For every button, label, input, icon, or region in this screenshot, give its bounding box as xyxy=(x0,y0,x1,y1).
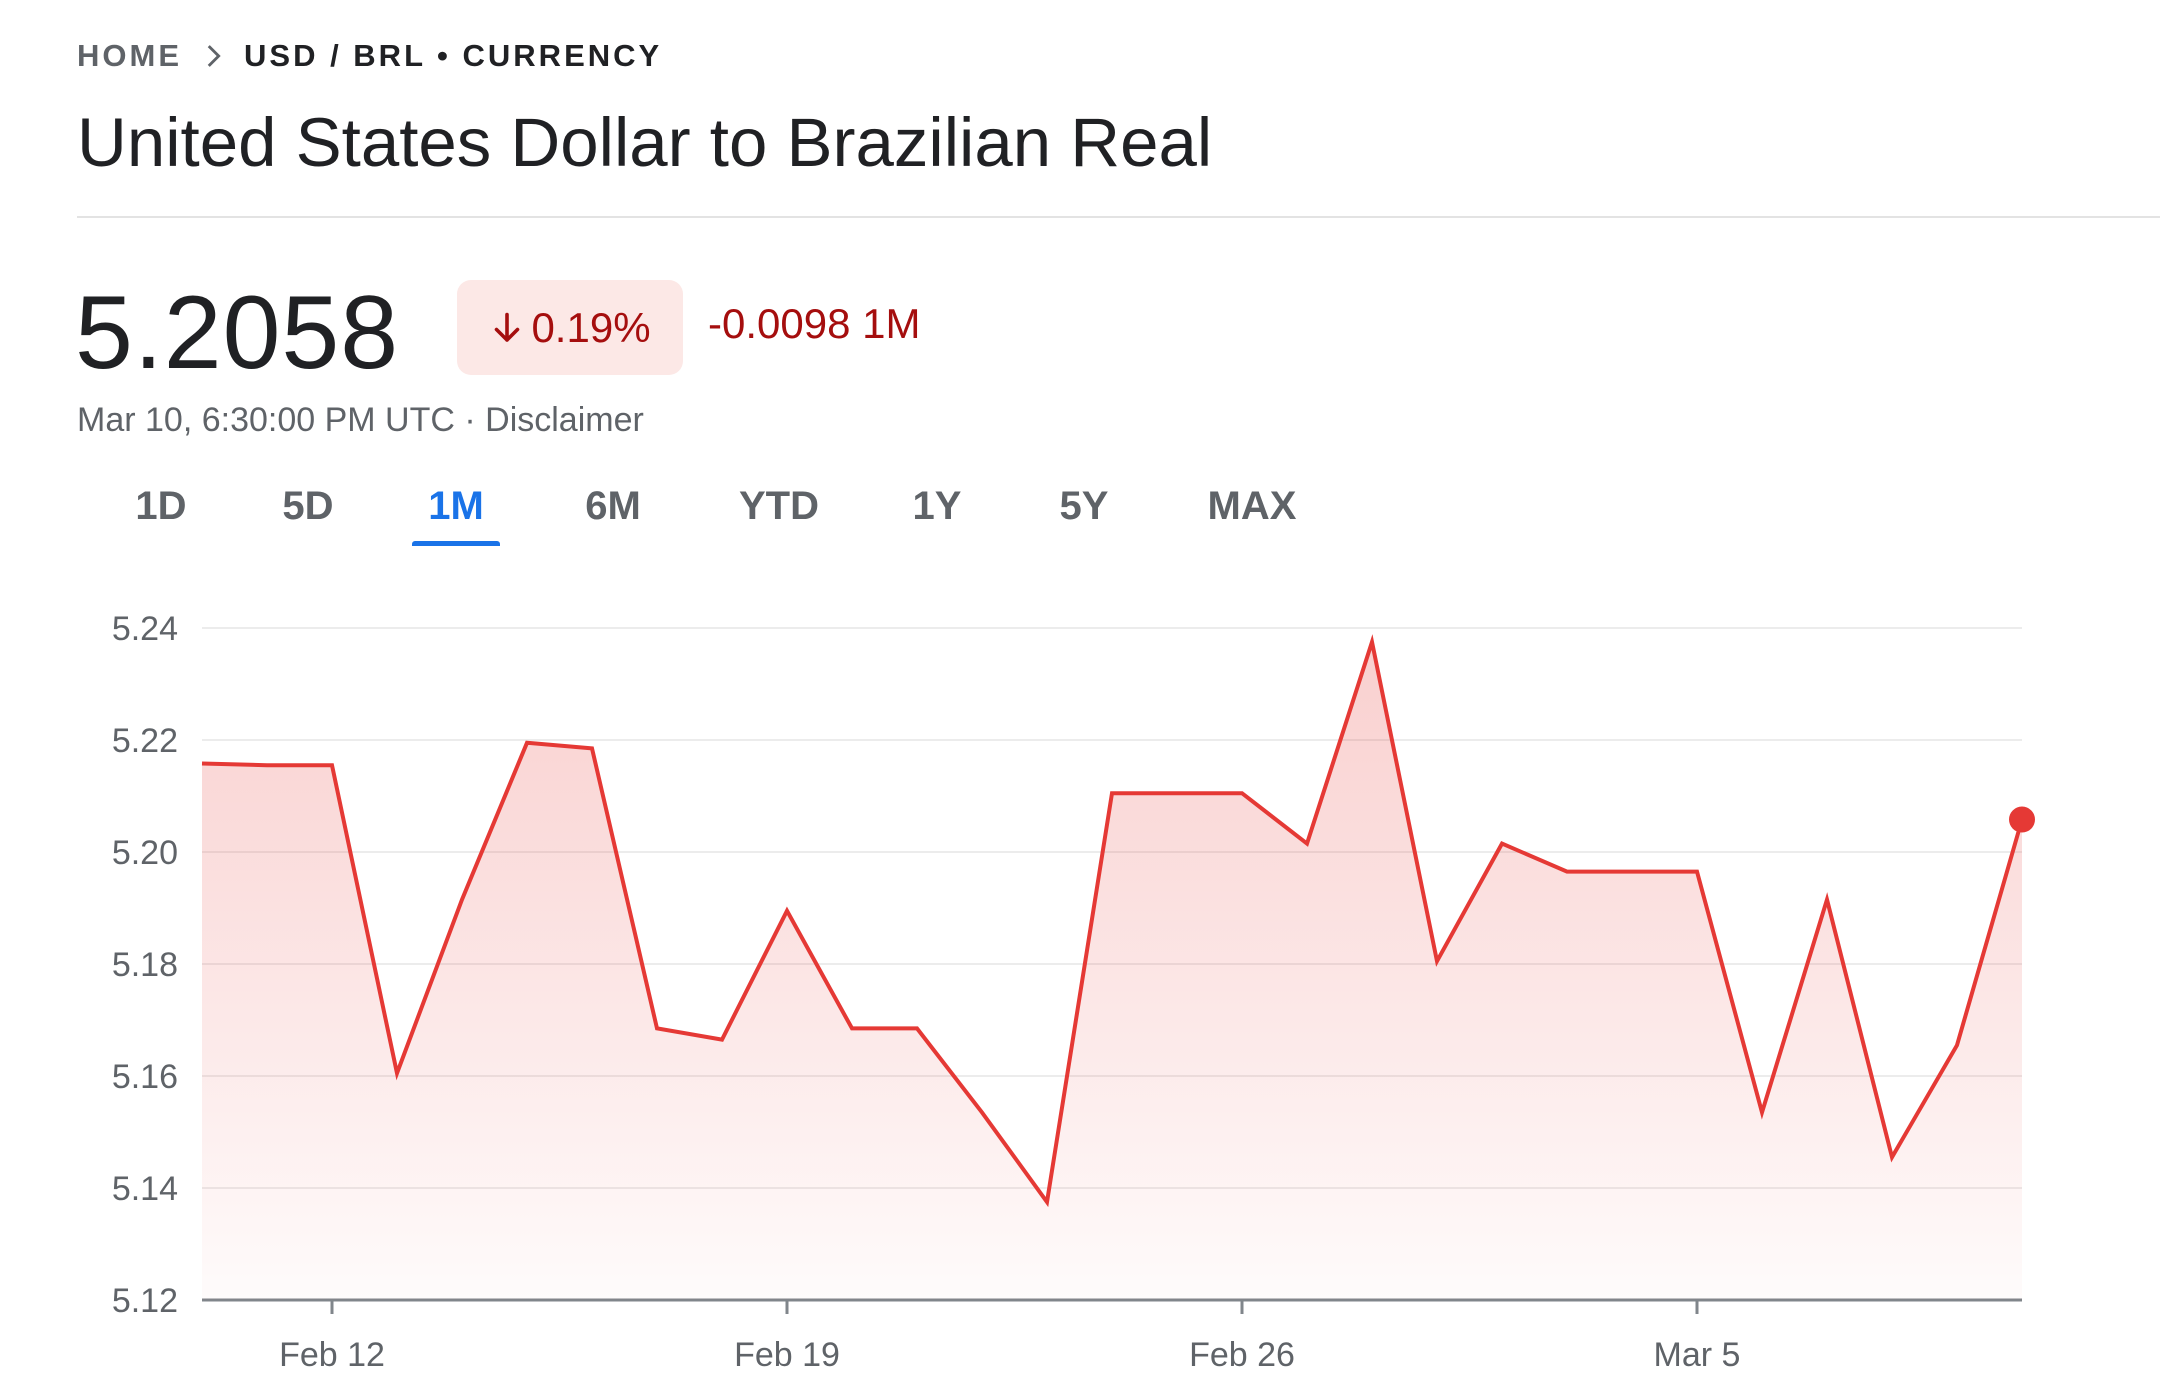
chevron-right-icon xyxy=(196,39,230,73)
breadcrumb: HOME USD / BRL • CURRENCY xyxy=(77,34,662,78)
data-point xyxy=(1693,868,1701,876)
data-point xyxy=(1238,789,1246,797)
data-point xyxy=(783,907,791,915)
x-tick-label: Feb 12 xyxy=(279,1336,385,1374)
data-point xyxy=(1953,1041,1961,1049)
data-point xyxy=(1433,957,1441,965)
current-price-marker xyxy=(2009,806,2035,833)
data-point xyxy=(1498,840,1506,848)
tab-6m[interactable]: 6M xyxy=(585,484,641,528)
price-area xyxy=(202,642,2022,1300)
page-title: United States Dollar to Brazilian Real xyxy=(77,104,1213,181)
data-point xyxy=(328,761,336,769)
data-point xyxy=(653,1024,661,1032)
tab-1d[interactable]: 1D xyxy=(135,484,187,528)
tab-ytd[interactable]: YTD xyxy=(739,484,819,528)
tab-1m[interactable]: 1M xyxy=(412,476,500,546)
data-point xyxy=(198,760,206,768)
data-point xyxy=(1368,638,1376,646)
current-price: 5.2058 xyxy=(75,275,400,391)
data-point xyxy=(1173,789,1181,797)
arrow-down-icon xyxy=(489,308,525,348)
change-percent: 0.19% xyxy=(531,303,651,351)
y-tick-label: 5.18 xyxy=(112,946,178,984)
data-point xyxy=(848,1024,856,1032)
data-point xyxy=(1043,1198,1051,1206)
data-point xyxy=(588,744,596,752)
data-point xyxy=(1758,1108,1766,1116)
divider xyxy=(77,216,2160,218)
quote-meta: Mar 10, 6:30:00 PM UTC · Disclaimer xyxy=(77,398,644,442)
y-tick-label: 5.20 xyxy=(112,834,178,872)
tab-5y[interactable]: 5Y xyxy=(1059,484,1109,528)
data-point xyxy=(978,1108,986,1116)
x-tick-label: Feb 19 xyxy=(734,1336,840,1374)
tab-max[interactable]: MAX xyxy=(1207,484,1297,528)
data-point xyxy=(1628,868,1636,876)
x-tick-label: Mar 5 xyxy=(1654,1336,1741,1374)
range-tabs: 1D 5D 1M 6M YTD 1Y 5Y MAX xyxy=(112,476,1412,546)
price-chart[interactable]: 5.24 5.22 5.20 5.18 5.16 5.14 5.12 Feb 12 Feb 19… xyxy=(0,580,2160,1390)
y-tick-label: 5.14 xyxy=(112,1170,178,1208)
y-tick-label: 5.22 xyxy=(112,722,178,760)
y-tick-label: 5.24 xyxy=(112,610,178,648)
y-tick-label: 5.12 xyxy=(112,1282,178,1320)
data-point xyxy=(523,739,531,747)
disclaimer-link[interactable]: Disclaimer xyxy=(485,401,644,439)
meta-separator: · xyxy=(454,401,486,439)
data-point xyxy=(1303,840,1311,848)
price-line xyxy=(201,634,2024,1208)
breadcrumb-current: USD / BRL • CURRENCY xyxy=(244,38,663,73)
x-tick-label: Feb 26 xyxy=(1189,1336,1295,1374)
change-percent-badge: 0.19% xyxy=(457,280,683,375)
y-tick-label: 5.16 xyxy=(112,1058,178,1096)
tab-1y[interactable]: 1Y xyxy=(912,484,962,528)
price-chart-svg: 5.24 5.22 5.20 5.18 5.16 5.14 5.12 Feb 12 Feb 19… xyxy=(112,610,2035,1374)
data-point xyxy=(913,1024,921,1032)
quote-timestamp: Mar 10, 6:30:00 PM UTC xyxy=(77,401,455,439)
breadcrumb-home-link[interactable]: HOME xyxy=(77,38,182,73)
change-absolute: -0.0098 1M xyxy=(708,300,921,347)
data-point xyxy=(718,1036,726,1044)
data-point xyxy=(458,896,466,904)
data-point xyxy=(263,761,271,769)
data-point xyxy=(1823,896,1831,904)
data-point xyxy=(1888,1153,1896,1161)
data-point xyxy=(1108,789,1116,797)
data-point xyxy=(1563,868,1571,876)
tab-5d[interactable]: 5D xyxy=(282,484,334,528)
data-point xyxy=(393,1069,401,1077)
